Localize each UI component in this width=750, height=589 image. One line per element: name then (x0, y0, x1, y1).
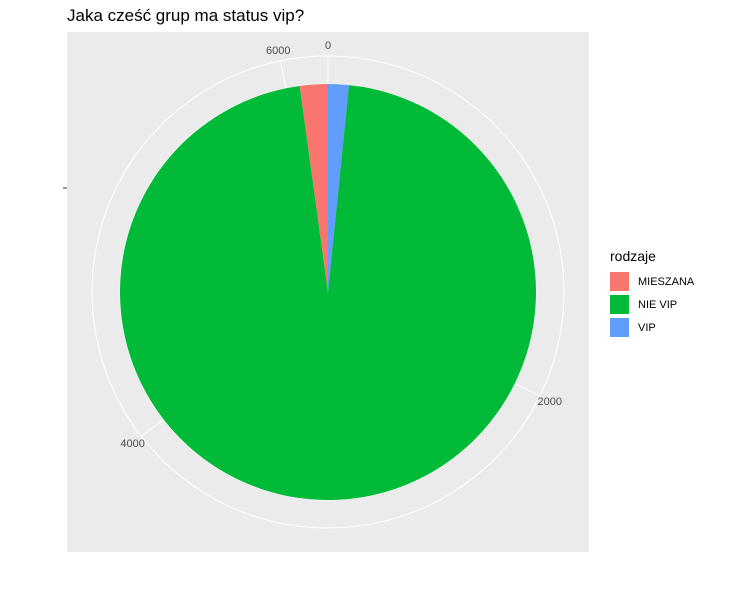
legend-item-mieszana: MIESZANA (610, 270, 694, 293)
chart-title: Jaka cześć grup ma status vip? (67, 6, 305, 25)
theta-tick-label-2: 4000 (120, 438, 144, 450)
legend-label-nie-vip: NIE VIP (638, 298, 678, 311)
legend-item-vip: VIP (610, 316, 694, 339)
theta-ticks: 0 2000 4000 6000 (120, 40, 562, 450)
pie-slice-nie-vip (119, 85, 536, 500)
theta-tick-label-1: 2000 (538, 396, 562, 408)
legend-key-mieszana (610, 272, 629, 291)
pie-slice-vip (328, 84, 350, 292)
pie-slice-mieszana (299, 84, 328, 292)
pie-slices (119, 84, 536, 500)
legend-item-nie-vip: NIE VIP (610, 293, 694, 316)
legend-title: rodzaje (610, 248, 656, 264)
theta-tick-label-3: 6000 (266, 45, 290, 57)
legend-key-nie-vip (610, 295, 629, 314)
legend-key-vip (610, 318, 629, 337)
legend-label-vip: VIP (638, 321, 656, 334)
theta-tick-label-0: 0 (325, 40, 331, 52)
legend: rodzaje MIESZANA NIE VIP VIP (610, 248, 694, 339)
legend-label-mieszana: MIESZANA (638, 275, 695, 288)
